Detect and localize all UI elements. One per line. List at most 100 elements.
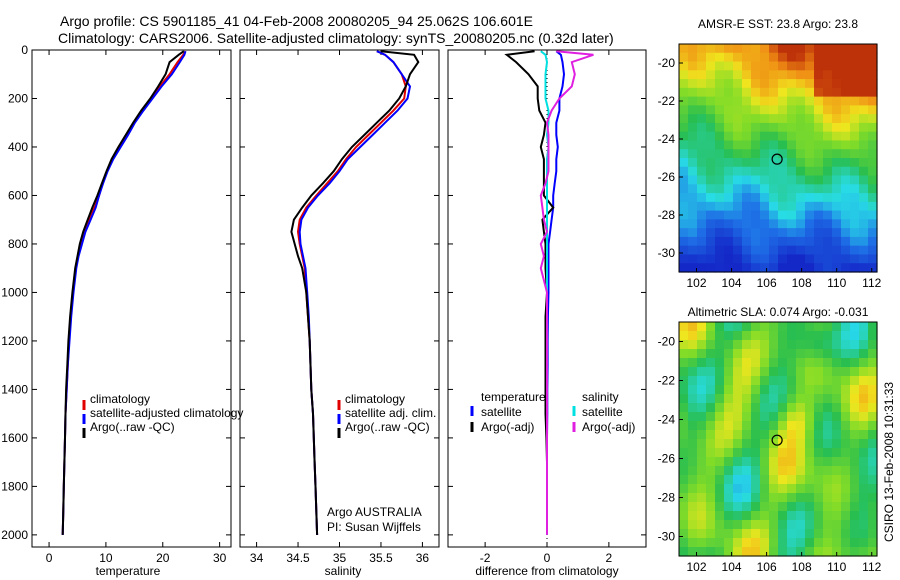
map-cell bbox=[715, 502, 725, 512]
map-cell bbox=[805, 484, 815, 494]
map-cell bbox=[841, 358, 851, 368]
map-cell bbox=[697, 376, 707, 386]
map-cell bbox=[832, 122, 842, 133]
map-cell bbox=[769, 367, 779, 377]
map-cell bbox=[787, 475, 797, 485]
map-cell bbox=[787, 254, 797, 264]
map-cell bbox=[850, 394, 860, 404]
map-cell bbox=[760, 448, 770, 458]
map-cell bbox=[841, 96, 851, 106]
map-cell bbox=[814, 131, 824, 142]
map-cell bbox=[850, 493, 860, 503]
map-cell bbox=[805, 421, 815, 431]
map-cell bbox=[814, 322, 824, 332]
map-cell bbox=[787, 236, 797, 247]
map-cell bbox=[868, 61, 878, 71]
legend-label: climatology bbox=[345, 392, 405, 406]
map-cell bbox=[868, 201, 878, 212]
map-cell bbox=[724, 175, 734, 185]
plot-frame bbox=[239, 49, 440, 548]
map-cell bbox=[832, 44, 842, 54]
x-tick-label: 104 bbox=[722, 560, 742, 574]
map-cell bbox=[751, 340, 761, 350]
map-cell bbox=[733, 245, 743, 256]
map-cell bbox=[679, 358, 689, 368]
map-cell bbox=[679, 340, 689, 350]
map-cell bbox=[742, 219, 752, 229]
map-cell bbox=[751, 219, 761, 229]
map-cell bbox=[841, 44, 851, 54]
map-cell bbox=[706, 322, 716, 332]
legend-label: satellite-adjusted climatology bbox=[90, 406, 243, 420]
map-cell bbox=[805, 349, 815, 359]
map-cell bbox=[706, 236, 716, 247]
map-cell bbox=[679, 70, 689, 80]
map-cell bbox=[706, 105, 716, 115]
map-cell bbox=[679, 61, 689, 71]
map-cell bbox=[733, 87, 743, 98]
map-cell bbox=[697, 114, 707, 124]
map-cell bbox=[760, 228, 770, 238]
map-title: Altimetric SLA: 0.074 Argo: -0.031 bbox=[688, 305, 869, 319]
map-cell bbox=[697, 538, 707, 548]
map-cell bbox=[742, 421, 752, 431]
map-cell bbox=[751, 122, 761, 133]
map-cell bbox=[688, 44, 698, 54]
map-cell bbox=[724, 502, 734, 512]
map-cell bbox=[760, 511, 770, 521]
map-cell bbox=[787, 114, 797, 124]
map-cell bbox=[742, 412, 752, 422]
map-cell bbox=[787, 457, 797, 467]
map-cell bbox=[724, 193, 734, 203]
map-cell bbox=[706, 412, 716, 422]
map-cell bbox=[724, 367, 734, 377]
map-cell bbox=[868, 70, 878, 80]
map-cell bbox=[859, 193, 869, 203]
map-cell bbox=[769, 193, 779, 203]
map-frame bbox=[678, 43, 878, 273]
map-cell bbox=[679, 236, 689, 247]
map-cell bbox=[787, 131, 797, 142]
map-cell bbox=[796, 131, 806, 142]
map-cell bbox=[715, 131, 725, 142]
map-cell bbox=[778, 412, 788, 422]
map-cell bbox=[778, 228, 788, 238]
map-cell bbox=[751, 403, 761, 413]
map-cell bbox=[706, 79, 716, 89]
map-cell bbox=[823, 166, 833, 177]
map-cell bbox=[679, 201, 689, 212]
map-cell bbox=[868, 254, 878, 264]
map-cell bbox=[769, 340, 779, 350]
map-cell bbox=[850, 529, 860, 539]
map-cell bbox=[868, 158, 878, 168]
map-cell bbox=[733, 114, 743, 124]
map-cell bbox=[832, 493, 842, 503]
map-cell bbox=[715, 149, 725, 159]
map-cell bbox=[823, 511, 833, 521]
map-cell bbox=[724, 322, 734, 332]
map-cell bbox=[859, 201, 869, 212]
map-cell bbox=[706, 430, 716, 440]
map-cell bbox=[868, 340, 878, 350]
map-cell bbox=[823, 358, 833, 368]
map-cell bbox=[778, 376, 788, 386]
map-cell bbox=[868, 466, 878, 476]
map-cell bbox=[706, 228, 716, 238]
map-cell bbox=[787, 70, 797, 80]
legend-header-salinity: salinity bbox=[582, 390, 619, 404]
map-cell bbox=[859, 263, 869, 273]
x-tick-label: 20 bbox=[156, 551, 170, 565]
map-cell bbox=[724, 166, 734, 177]
map-cell bbox=[724, 394, 734, 404]
map-cell bbox=[715, 201, 725, 212]
x-tick-label: 35 bbox=[333, 551, 347, 565]
map-cell bbox=[841, 412, 851, 422]
profile-location-marker bbox=[771, 153, 783, 165]
map-cell bbox=[868, 349, 878, 359]
map-cell bbox=[688, 502, 698, 512]
salinity-profile-panel: salinity Argo AUSTRALIA PI: Susan Wijffe… bbox=[239, 49, 440, 578]
map-cell bbox=[769, 122, 779, 133]
map-cell bbox=[679, 493, 689, 503]
map-cell bbox=[724, 385, 734, 395]
map-cell bbox=[796, 502, 806, 512]
